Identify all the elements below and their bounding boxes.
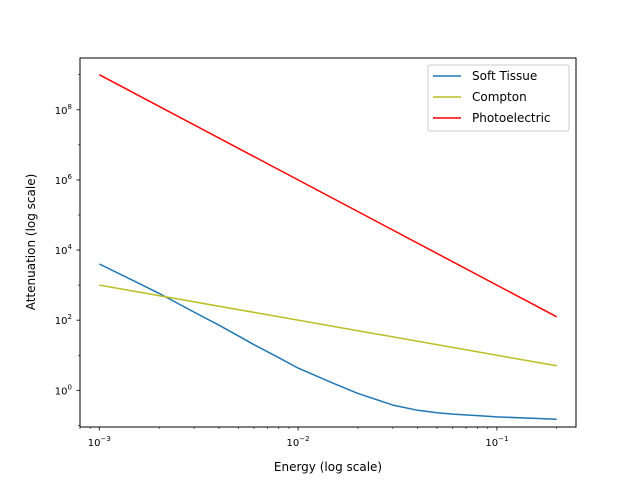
legend-frame <box>427 64 570 132</box>
y-tick-label: 108 <box>55 103 72 117</box>
x-axis-label: Energy (log scale) <box>274 460 382 474</box>
legend: Soft Tissue Compton Photoelectric <box>427 64 570 132</box>
legend-label-0: Soft Tissue <box>472 69 537 83</box>
y-axis: 100 102 104 106 108 <box>55 74 80 426</box>
series-line-2 <box>98 74 558 318</box>
series-line-1 <box>99 284 557 367</box>
x-tick-label: 10−2 <box>287 435 310 449</box>
y-tick-label: 106 <box>55 173 73 187</box>
x-tick-label: 10−1 <box>485 435 508 449</box>
plot-frame <box>79 57 577 428</box>
y-axis-label: Attenuation (log scale) <box>24 174 38 311</box>
y-tick-label: 102 <box>55 313 72 327</box>
series-line-0 <box>98 263 557 420</box>
x-tick-label: 10−3 <box>88 435 111 449</box>
y-tick-label: 104 <box>55 243 73 257</box>
legend-label-1: Compton <box>472 90 527 104</box>
legend-label-2: Photoelectric <box>472 111 551 125</box>
plot-lines <box>98 74 558 420</box>
y-tick-label: 100 <box>55 383 72 397</box>
x-axis: 10−3 10−2 10−1 <box>79 427 558 449</box>
